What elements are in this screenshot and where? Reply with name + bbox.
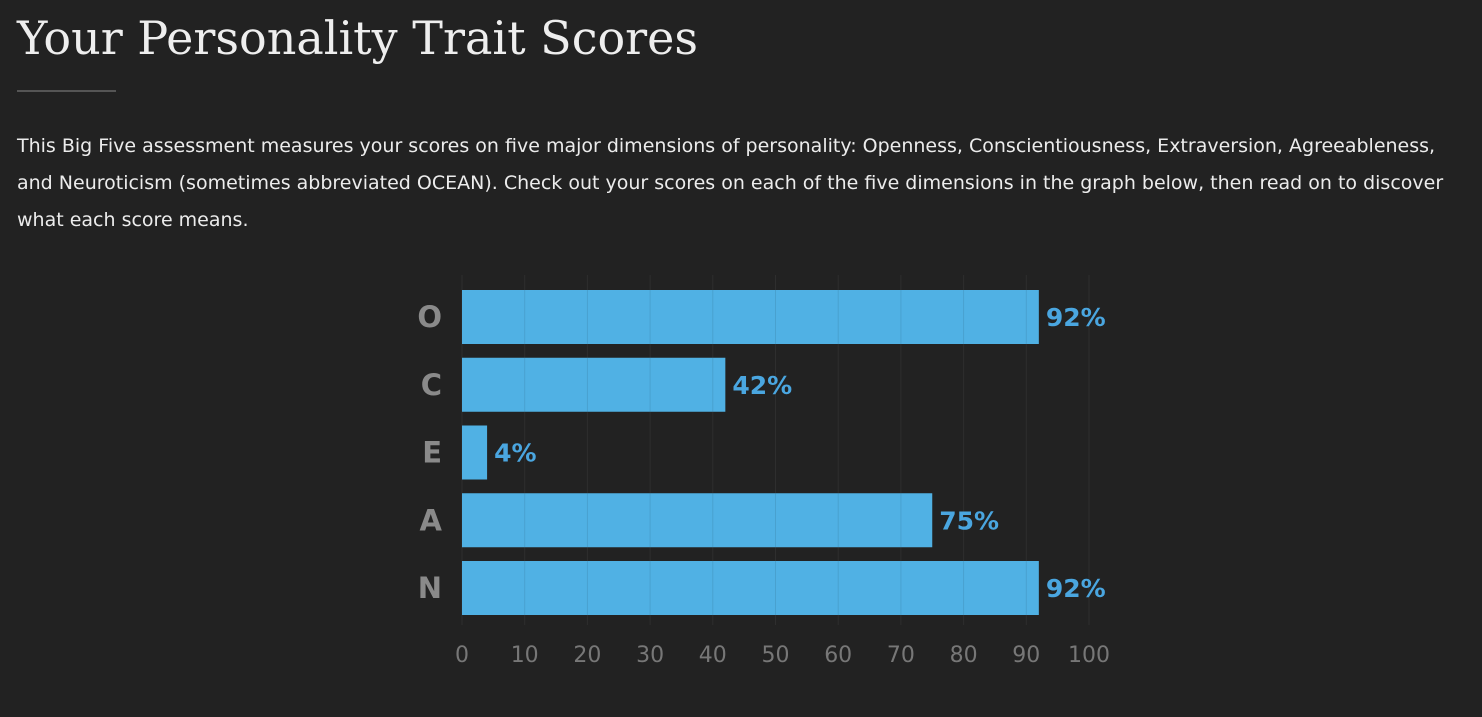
chart-bars — [462, 290, 1039, 615]
x-tick-label-60: 60 — [824, 643, 852, 668]
x-tick-label-100: 100 — [1068, 643, 1110, 668]
bar-a — [462, 493, 933, 548]
value-label-o: 92% — [1046, 303, 1106, 332]
bar-n — [462, 561, 1039, 615]
x-tick-label-40: 40 — [699, 643, 727, 668]
x-tick-label-80: 80 — [950, 643, 978, 668]
title-divider — [17, 90, 116, 92]
x-tick-label-90: 90 — [1012, 643, 1040, 668]
value-label-a: 75% — [939, 506, 999, 535]
category-label-c: C — [421, 368, 442, 402]
value-label-c: 42% — [732, 371, 792, 400]
bar-o — [462, 290, 1039, 344]
category-label-a: A — [420, 503, 443, 537]
category-label-n: N — [418, 571, 442, 605]
bar-e — [462, 425, 488, 480]
x-tick-label-50: 50 — [762, 643, 790, 668]
x-tick-label-30: 30 — [636, 643, 664, 668]
x-tick-label-70: 70 — [887, 643, 915, 668]
category-label-o: O — [417, 300, 442, 334]
intro-paragraph: This Big Five assessment measures your s… — [17, 135, 1444, 231]
category-label-e: E — [422, 436, 442, 470]
x-tick-label-10: 10 — [511, 643, 539, 668]
x-tick-label-0: 0 — [455, 643, 469, 668]
chart-labels: 0 10 20 30 40 50 60 70 80 90 100 O 92% C 42% E 4% A 75% N 92… — [417, 300, 1110, 668]
page-title: Your Personality Trait Scores — [17, 11, 698, 65]
x-tick-label-20: 20 — [573, 643, 601, 668]
value-label-e: 4% — [494, 439, 536, 468]
value-label-n: 92% — [1046, 574, 1106, 603]
bar-c — [462, 357, 726, 412]
